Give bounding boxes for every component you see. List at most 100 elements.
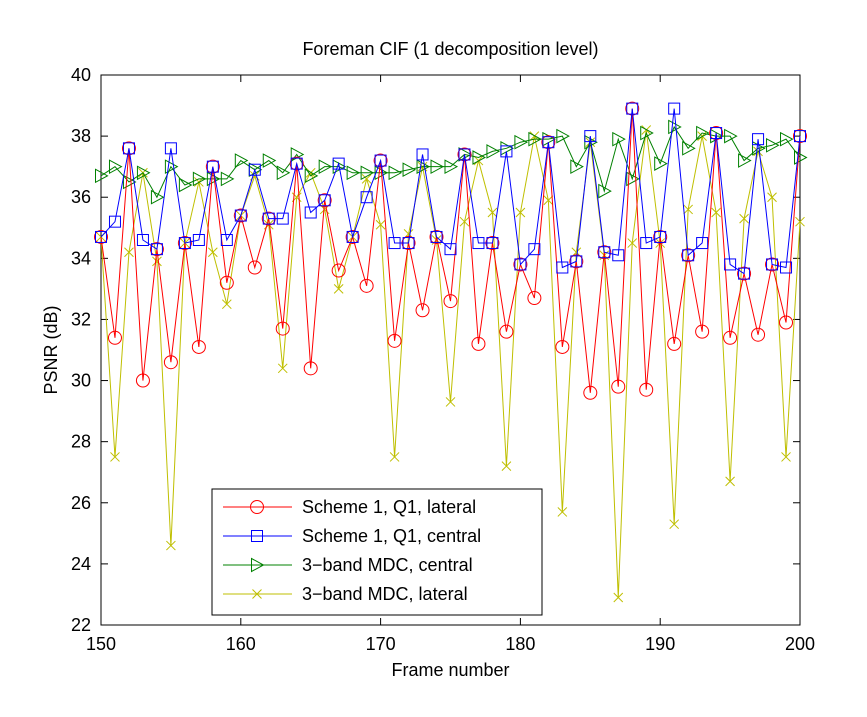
x-tick-label: 180	[505, 634, 535, 654]
series-2-point	[374, 154, 387, 167]
series-1-point	[359, 278, 374, 293]
series-4-point	[487, 207, 498, 218]
series-2-point	[612, 249, 625, 262]
series-2-point	[514, 258, 527, 271]
series-2-point	[584, 130, 597, 143]
series-1-line	[100, 108, 801, 393]
series-2-point	[668, 102, 681, 115]
series-3-point	[444, 159, 459, 175]
series-2-point	[192, 234, 205, 246]
y-tick-label: 24	[71, 554, 91, 574]
series-2-point	[108, 215, 121, 228]
series-4-point	[221, 299, 232, 310]
series-3-point	[164, 159, 179, 175]
series-3-point	[192, 171, 207, 187]
series-4-point	[795, 216, 805, 227]
y-axis-ticks: 22 24 26 28 30 32 34 36 38 40	[71, 65, 800, 635]
series-1-point	[177, 236, 192, 251]
chart-title: Foreman CIF (1 decomposition level)	[302, 39, 598, 59]
series-1-point	[191, 339, 206, 354]
series-3-point	[738, 153, 752, 168]
legend-entry-1-point	[250, 500, 264, 514]
series-3-point	[388, 165, 403, 181]
series-1-point	[499, 324, 514, 339]
series-3-point	[262, 153, 277, 168]
y-axis-title: PSNR (dB)	[41, 305, 61, 394]
series-3-point	[304, 168, 319, 184]
legend-entry-3-label: 3−band MDC, central	[302, 555, 473, 575]
series-3-point	[472, 150, 487, 165]
series-3-point	[220, 171, 235, 187]
y-tick-label: 26	[71, 493, 91, 513]
series-2-point	[598, 246, 611, 259]
series-1-point	[331, 263, 346, 278]
series-1-point	[163, 355, 178, 370]
series-1-point	[373, 153, 388, 168]
legend-entry-2: Scheme 1, Q1, central	[223, 526, 481, 546]
series-4-point	[515, 207, 526, 218]
series-1-point	[317, 193, 332, 208]
series-1-point	[695, 324, 710, 339]
series-3-point	[108, 159, 123, 175]
series-2-point	[150, 243, 163, 256]
series-2-point	[780, 261, 793, 274]
series-1-point	[135, 373, 150, 388]
series-2-point	[696, 237, 709, 250]
series-2-point	[654, 230, 667, 243]
series-2-point	[752, 133, 765, 146]
series-1-point	[541, 135, 556, 150]
series-1-point	[415, 303, 430, 318]
series-2-point	[766, 258, 779, 271]
series-3-point	[780, 131, 794, 147]
y-tick-label: 32	[71, 309, 91, 329]
series-2-point	[136, 234, 149, 246]
series-1-point	[583, 385, 598, 400]
series-1-point	[569, 254, 584, 269]
series-2-point	[276, 212, 289, 225]
series-1-point	[709, 126, 724, 141]
series-2-point	[234, 209, 247, 222]
series-3-point	[794, 150, 808, 165]
legend-entry-4-point	[252, 589, 262, 599]
series-1-point	[667, 336, 682, 351]
series-1-point	[751, 327, 766, 342]
x-tick-label: 170	[366, 634, 396, 654]
series-4-point	[110, 452, 120, 462]
series-2-point	[640, 237, 653, 250]
series-2-point	[178, 237, 191, 250]
x-tick-label: 190	[645, 634, 675, 654]
legend-entry-2-label: Scheme 1, Q1, central	[302, 526, 481, 546]
series-4-point	[725, 476, 735, 487]
legend-entry-4: 3−band MDC, lateral	[223, 584, 468, 604]
y-tick-label: 30	[71, 371, 91, 391]
series-4-point	[767, 192, 777, 203]
x-tick-label: 160	[226, 634, 256, 654]
series-1-point	[653, 229, 668, 244]
series-4-point	[781, 452, 791, 462]
series-3-point	[402, 162, 417, 178]
series-3-point	[430, 159, 445, 175]
series-2-point	[486, 237, 499, 250]
series-1-point	[793, 129, 807, 144]
series-1-point	[723, 330, 738, 345]
series-2-point	[402, 237, 415, 250]
series-1-point	[107, 330, 122, 345]
y-tick-label: 22	[71, 615, 91, 635]
series-1-point	[121, 141, 136, 156]
series-4-point	[557, 507, 568, 517]
series-2-point	[682, 249, 695, 262]
series-4-point	[613, 592, 624, 603]
series-4-point	[459, 216, 470, 227]
series-1-point	[737, 266, 752, 281]
x-axis-ticks: 150 160 170 180 190 200	[86, 75, 815, 654]
series-4-point	[739, 213, 749, 224]
series-2-point	[318, 194, 331, 207]
series-3-point	[150, 189, 165, 205]
series-2-point	[500, 145, 513, 158]
series-4-point	[166, 540, 176, 551]
series-2-point	[626, 102, 639, 115]
series-4-point	[445, 397, 456, 407]
series-2-line	[100, 108, 801, 275]
series-1-point	[443, 294, 458, 309]
